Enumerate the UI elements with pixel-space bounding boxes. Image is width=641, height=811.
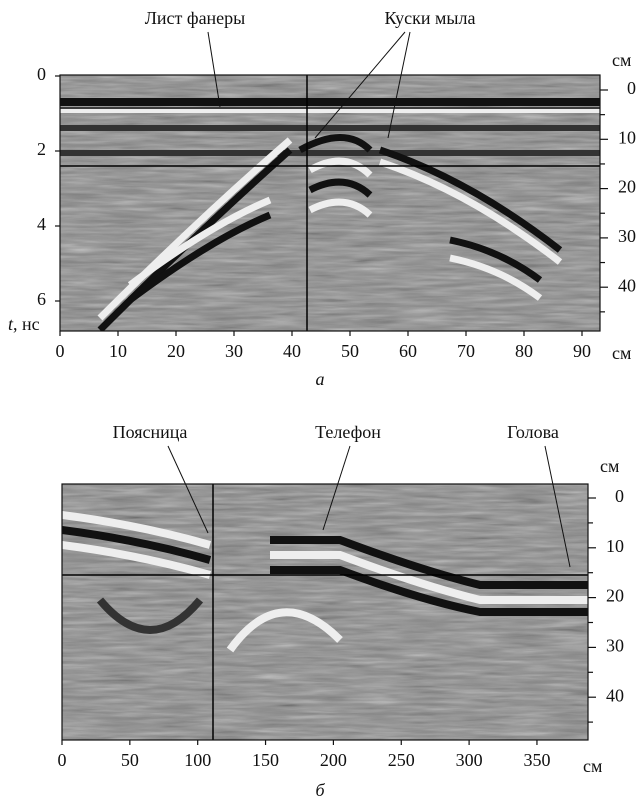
annotation: Куски мыла xyxy=(385,8,476,28)
x-unit: см xyxy=(583,756,602,776)
x-tick-label: 350 xyxy=(523,750,550,770)
leader xyxy=(544,445,571,568)
x-tick-label: 80 xyxy=(515,341,533,361)
annotation: Поясница xyxy=(113,422,188,442)
leader xyxy=(322,445,351,531)
y-axis-label: t, нс xyxy=(8,314,40,334)
right-tick-label: 30 xyxy=(618,226,636,246)
x-tick-label: 150 xyxy=(252,750,279,770)
x-tick-label: 90 xyxy=(573,341,591,361)
x-tick-label: 40 xyxy=(283,341,301,361)
right-tick-label: 10 xyxy=(618,127,636,147)
x-tick-label: 70 xyxy=(457,341,475,361)
y-label-unit: , нс xyxy=(13,314,40,334)
right-unit: см xyxy=(600,456,619,476)
x-tick-label: 50 xyxy=(121,750,139,770)
y-tick-label: 6 xyxy=(37,289,46,309)
x-tick-label: 0 xyxy=(56,341,65,361)
right-unit: см xyxy=(612,50,631,70)
annotation: Голова xyxy=(507,422,559,442)
x-tick-label: 300 xyxy=(456,750,483,770)
right-tick-label: 0 xyxy=(615,486,624,506)
leader xyxy=(314,31,406,139)
x-tick-label: 60 xyxy=(399,341,417,361)
radargram-b xyxy=(62,484,588,740)
x-tick-label: 200 xyxy=(320,750,347,770)
y-tick-label: 0 xyxy=(37,64,46,84)
right-tick-label: 30 xyxy=(606,636,624,656)
leader xyxy=(167,445,209,534)
x-tick-label: 30 xyxy=(225,341,243,361)
right-tick-label: 0 xyxy=(627,78,636,98)
x-tick-label: 100 xyxy=(184,750,211,770)
radargram-a xyxy=(60,75,600,331)
caption: а xyxy=(316,369,325,389)
frame-b xyxy=(61,483,589,741)
x-tick-label: 10 xyxy=(109,341,127,361)
x-tick-label: 20 xyxy=(167,341,185,361)
right-tick-label: 40 xyxy=(606,685,624,705)
annotation: Лист фанеры xyxy=(145,8,246,28)
y-tick-label: 4 xyxy=(37,214,46,234)
frame-a xyxy=(59,74,601,332)
right-tick-label: 20 xyxy=(618,177,636,197)
x-tick-label: 0 xyxy=(58,750,67,770)
x-unit: см xyxy=(612,343,631,363)
leader xyxy=(207,31,221,108)
right-tick-label: 40 xyxy=(618,275,636,295)
right-tick-label: 10 xyxy=(606,536,624,556)
caption: б xyxy=(315,780,325,800)
right-tick-label: 20 xyxy=(606,586,624,606)
x-tick-label: 250 xyxy=(388,750,415,770)
y-tick-label: 2 xyxy=(37,139,46,159)
annotation: Телефон xyxy=(315,422,381,442)
y-label-symbol: t xyxy=(8,314,14,334)
x-tick-label: 50 xyxy=(341,341,359,361)
leader xyxy=(387,31,411,139)
